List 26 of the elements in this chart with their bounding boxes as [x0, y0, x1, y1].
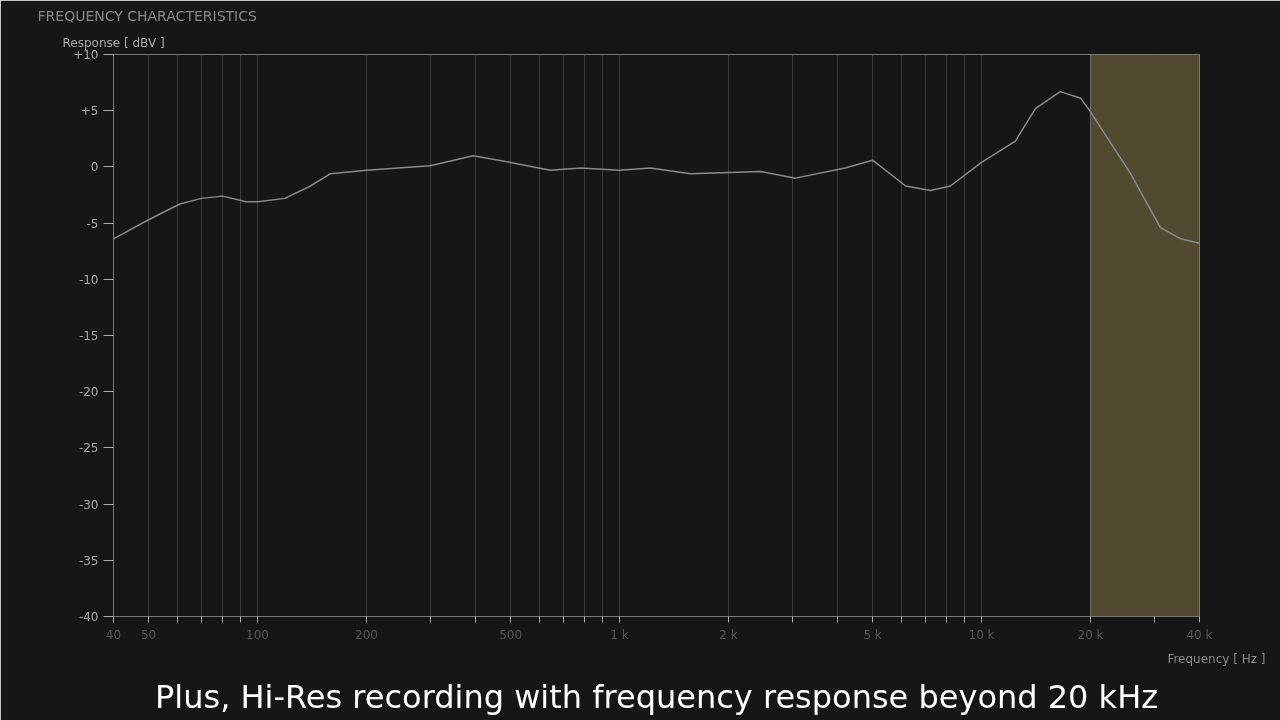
y-tick-label: +5 [80, 104, 99, 119]
y-tick-label: -40 [78, 610, 99, 624]
chart-title: FREQUENCY CHARACTERISTICS [37, 7, 257, 24]
y-tick-label: -35 [78, 553, 99, 568]
x-tick-label: 1 k [610, 627, 629, 642]
y-tick-label: -10 [78, 272, 99, 287]
y-axis-title: Response [ dBV ] [62, 35, 165, 50]
x-tick-label: 5 k [863, 627, 882, 642]
y-tick-label: 0 [90, 160, 99, 175]
x-tick-label: 20 k [1077, 627, 1104, 642]
x-tick-label: 40 k [1186, 627, 1213, 642]
x-tick-label: 500 [499, 627, 523, 642]
x-tick-label: 50 [140, 627, 157, 642]
text: Plus, Hi-Res recording with frequency response beyond 20 kHz [155, 677, 1158, 716]
x-tick-label: 40 [105, 627, 122, 642]
x-tick-label: 2 k [719, 627, 738, 642]
y-tick-label: -30 [78, 497, 99, 512]
y-tick-label: -25 [78, 441, 99, 456]
y-tick-label: -20 [78, 385, 99, 400]
x-axis-title: Frequency [ Hz ] [1167, 651, 1266, 666]
x-tick-label: 10 k [968, 627, 995, 642]
y-tick-label: -15 [78, 329, 99, 343]
y-tick-label: +10 [73, 48, 99, 62]
x-tick-label: 100 [246, 627, 270, 642]
y-tick-label: -5 [86, 216, 99, 231]
x-tick-label: 200 [355, 627, 378, 642]
